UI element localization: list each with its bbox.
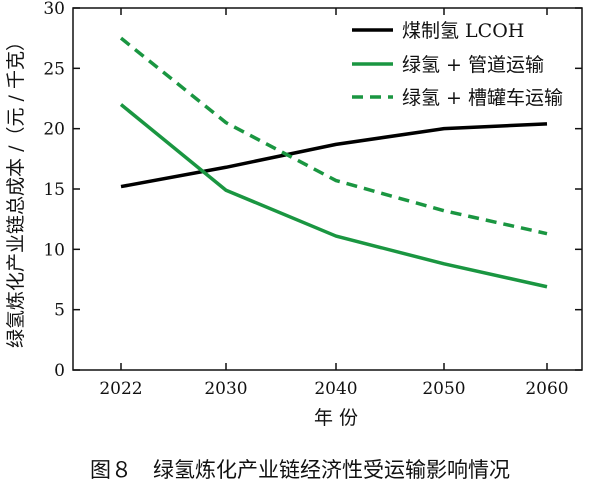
y-tick-label: 5 bbox=[54, 301, 65, 321]
x-tick-label: 2030 bbox=[204, 379, 247, 399]
y-tick-label: 20 bbox=[43, 120, 65, 140]
y-tick-label: 30 bbox=[43, 0, 65, 19]
legend-label-2: 绿氢 + 管道运输 bbox=[402, 54, 544, 76]
x-tick-label: 2060 bbox=[525, 379, 568, 399]
series-line-2 bbox=[119, 103, 548, 289]
x-tick-label: 2050 bbox=[422, 379, 465, 399]
y-tick-label: 0 bbox=[54, 361, 65, 381]
series-line-3 bbox=[119, 36, 548, 236]
y-axis-title: 绿氢炼化产业链总成本 /（元 / 千克） bbox=[5, 32, 27, 348]
y-tick-label: 15 bbox=[43, 180, 65, 200]
y-tick-label: 25 bbox=[43, 59, 65, 79]
x-tick-label: 2022 bbox=[99, 379, 142, 399]
legend-label-3: 绿氢 + 槽罐车运输 bbox=[402, 87, 563, 109]
plot-area: 0 5 10 15 20 25 30 2022 2030 2040 2050 2060 煤制氢 LCOH… bbox=[43, 0, 583, 399]
series-line-1 bbox=[120, 122, 548, 189]
x-axis-title: 年 份 bbox=[314, 407, 358, 429]
figure-caption: 图８ 绿氢炼化产业链经济性受运输影响情况 bbox=[90, 458, 510, 482]
y-tick-label: 10 bbox=[43, 240, 65, 260]
x-tick-label: 2040 bbox=[314, 379, 357, 399]
legend-label-1: 煤制氢 LCOH bbox=[402, 20, 524, 42]
